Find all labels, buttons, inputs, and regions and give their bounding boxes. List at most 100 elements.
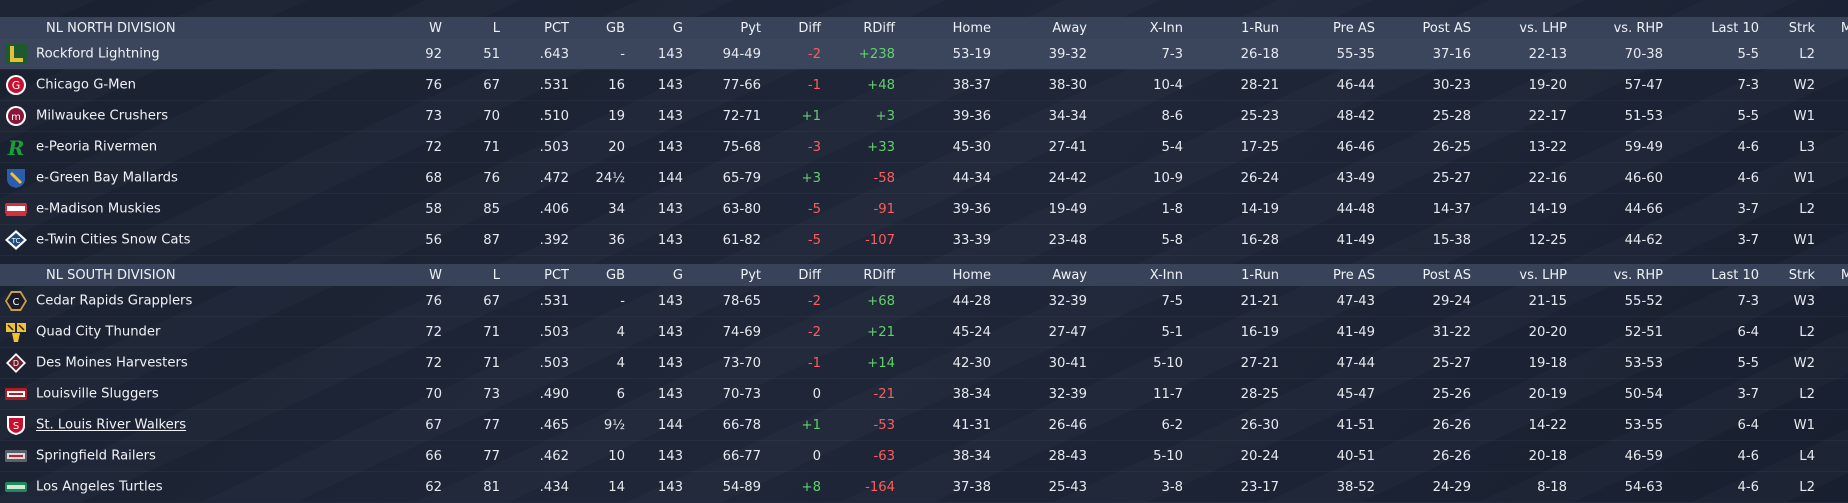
- team-row[interactable]: e-Madison Muskies 58 85.406 34 143 63-80 -5 -91…: [0, 193, 1848, 225]
- column-header-12[interactable]: Pre AS: [1283, 17, 1379, 39]
- column-header-4[interactable]: G: [629, 17, 687, 39]
- team-cell[interactable]: TC e-Twin Cities Snow Cats: [0, 224, 390, 256]
- team-cell[interactable]: m Milwaukee Crushers: [0, 100, 390, 132]
- stat-w: 92: [390, 39, 446, 70]
- column-header-10[interactable]: X-Inn: [1091, 264, 1187, 286]
- stat-away: 25-43: [995, 471, 1091, 503]
- team-row[interactable]: Louisville Sluggers 70 73.490 6 143 70-73 0 -21…: [0, 378, 1848, 410]
- team-cell[interactable]: Springfield Railers: [0, 440, 390, 472]
- column-header-5[interactable]: Pyt: [687, 17, 765, 39]
- column-header-17[interactable]: Strk: [1763, 264, 1819, 286]
- team-name[interactable]: e-Twin Cities Snow Cats: [36, 232, 191, 248]
- column-header-2[interactable]: PCT: [504, 17, 573, 39]
- team-name[interactable]: Milwaukee Crushers: [36, 108, 169, 124]
- stat-w: 76: [390, 286, 446, 317]
- column-header-7[interactable]: RDiff: [825, 264, 899, 286]
- column-header-13[interactable]: Post AS: [1379, 17, 1475, 39]
- team-name[interactable]: Springfield Railers: [36, 448, 156, 464]
- column-header-2[interactable]: PCT: [504, 264, 573, 286]
- team-row[interactable]: D Des Moines Harvesters 72 71.503 4 143 73-70-…: [0, 347, 1848, 379]
- team-name[interactable]: Los Angeles Turtles: [36, 479, 163, 495]
- team-cell[interactable]: G Chicago G-Men: [0, 69, 390, 101]
- team-name[interactable]: e-Madison Muskies: [36, 201, 161, 217]
- team-cell[interactable]: C Cedar Rapids Grapplers: [0, 286, 390, 317]
- column-header-15[interactable]: vs. RHP: [1571, 17, 1667, 39]
- team-row[interactable]: S St. Louis River Walkers 67 77.465 9½ 144 66-…: [0, 409, 1848, 441]
- team-cell[interactable]: Rockford Lightning: [0, 39, 390, 70]
- team-name[interactable]: St. Louis River Walkers: [36, 417, 187, 433]
- stat-home: 39-36: [899, 100, 995, 132]
- division-name[interactable]: NL NORTH DIVISION: [0, 17, 390, 39]
- stat-pct: .406: [504, 193, 573, 225]
- column-header-5[interactable]: Pyt: [687, 264, 765, 286]
- column-header-11[interactable]: 1-Run: [1187, 17, 1283, 39]
- team-name[interactable]: Quad City Thunder: [36, 324, 161, 340]
- column-header-17[interactable]: Strk: [1763, 17, 1819, 39]
- stat-rdiff: +68: [825, 286, 899, 317]
- team-cell[interactable]: e-Green Bay Mallards: [0, 162, 390, 194]
- stat-pyt: 65-79: [687, 162, 765, 194]
- column-header-16[interactable]: Last 10: [1667, 264, 1763, 286]
- team-row[interactable]: Rockford Lightning 92 51.643-143 94-49 -2 +23…: [0, 39, 1848, 70]
- column-header-1[interactable]: L: [446, 264, 504, 286]
- column-header-3[interactable]: GB: [573, 264, 629, 286]
- column-header-18[interactable]: Magic#: [1819, 264, 1848, 286]
- column-header-12[interactable]: Pre AS: [1283, 264, 1379, 286]
- column-header-8[interactable]: Home: [899, 264, 995, 286]
- team-row[interactable]: C Cedar Rapids Grapplers 76 67.531-143 78-65…: [0, 286, 1848, 317]
- team-cell[interactable]: D Des Moines Harvesters: [0, 347, 390, 379]
- column-header-4[interactable]: G: [629, 264, 687, 286]
- team-name[interactable]: Chicago G-Men: [36, 77, 137, 93]
- team-name[interactable]: Cedar Rapids Grapplers: [36, 293, 193, 309]
- column-header-15[interactable]: vs. RHP: [1571, 264, 1667, 286]
- team-name[interactable]: Louisville Sluggers: [36, 386, 159, 402]
- column-header-6[interactable]: Diff: [765, 264, 825, 286]
- team-row[interactable]: G Chicago G-Men 76 67.531 16 143 77-66 -1 +48 38-…: [0, 69, 1848, 101]
- team-row[interactable]: e-Green Bay Mallards 68 76.472 24½ 144 65-79 +…: [0, 162, 1848, 194]
- column-header-9[interactable]: Away: [995, 17, 1091, 39]
- column-header-1[interactable]: L: [446, 17, 504, 39]
- division-name[interactable]: NL SOUTH DIVISION: [0, 264, 390, 286]
- stat-rdiff: +14: [825, 347, 899, 379]
- stat-rhp: 52-51: [1571, 316, 1667, 348]
- column-header-0[interactable]: W: [390, 264, 446, 286]
- greenbay-team-logo-icon: [4, 167, 28, 189]
- column-header-6[interactable]: Diff: [765, 17, 825, 39]
- column-header-16[interactable]: Last 10: [1667, 17, 1763, 39]
- springfield-team-logo-icon: [4, 445, 28, 467]
- stat-onerun: 26-30: [1187, 409, 1283, 441]
- losangeles-team-logo-icon: [4, 476, 28, 498]
- column-header-7[interactable]: RDiff: [825, 17, 899, 39]
- team-cell[interactable]: S St. Louis River Walkers: [0, 409, 390, 441]
- column-header-9[interactable]: Away: [995, 264, 1091, 286]
- column-header-8[interactable]: Home: [899, 17, 995, 39]
- team-name[interactable]: Des Moines Harvesters: [36, 355, 188, 371]
- stat-lhp: 13-22: [1475, 131, 1571, 163]
- column-header-13[interactable]: Post AS: [1379, 264, 1475, 286]
- team-name[interactable]: Rockford Lightning: [36, 46, 160, 62]
- team-name[interactable]: e-Green Bay Mallards: [36, 170, 178, 186]
- team-row[interactable]: Springfield Railers 66 77.462 10 143 66-77 0 -6…: [0, 440, 1848, 472]
- column-header-18[interactable]: Magic#: [1819, 17, 1848, 39]
- team-cell[interactable]: e-Madison Muskies: [0, 193, 390, 225]
- column-header-14[interactable]: vs. LHP: [1475, 17, 1571, 39]
- team-row[interactable]: Los Angeles Turtles 62 81.434 14 143 54-89 +8-…: [0, 471, 1848, 503]
- team-cell[interactable]: Los Angeles Turtles: [0, 471, 390, 503]
- team-row[interactable]: TC e-Twin Cities Snow Cats 56 87.392 36 143 61…: [0, 224, 1848, 256]
- svg-text:C: C: [13, 297, 20, 308]
- team-row[interactable]: Quad City Thunder 72 71.503 4 143 74-69 -2 +21 4…: [0, 316, 1848, 348]
- column-header-3[interactable]: GB: [573, 17, 629, 39]
- team-row[interactable]: m Milwaukee Crushers 73 70.510 19 143 72-71 +1 +…: [0, 100, 1848, 132]
- column-header-10[interactable]: X-Inn: [1091, 17, 1187, 39]
- stat-preas: 47-44: [1283, 347, 1379, 379]
- stat-postas: 30-23: [1379, 69, 1475, 101]
- stat-lhp: 8-18: [1475, 471, 1571, 503]
- column-header-11[interactable]: 1-Run: [1187, 264, 1283, 286]
- column-header-0[interactable]: W: [390, 17, 446, 39]
- column-header-14[interactable]: vs. LHP: [1475, 264, 1571, 286]
- team-name[interactable]: e-Peoria Rivermen: [36, 139, 158, 155]
- team-cell[interactable]: Quad City Thunder: [0, 316, 390, 348]
- team-cell[interactable]: Louisville Sluggers: [0, 378, 390, 410]
